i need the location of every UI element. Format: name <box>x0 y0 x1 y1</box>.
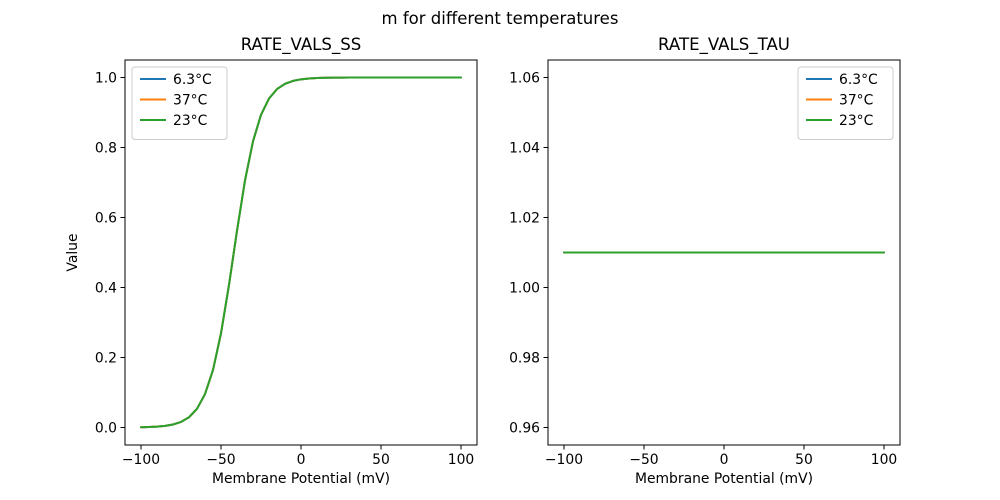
legend-box <box>131 66 228 140</box>
y-tick-label: 0.8 <box>95 140 117 156</box>
x-tick-label: 100 <box>871 452 898 468</box>
axes-frame <box>124 59 478 446</box>
x-tick-label: −100 <box>122 452 160 468</box>
y-tick-label: 1.04 <box>509 140 540 156</box>
subplot-rate-vals-ss: −100 −50 0 50 100 0.0 0.2 0.4 0.6 0.8 1.0 RATE_VALS… <box>65 35 478 487</box>
subplot-rate-vals-tau: −100 −50 0 50 100 0.96 0.98 1.00 1.02 1.04 1.06 RAT… <box>500 35 901 487</box>
legend-box <box>797 66 894 140</box>
series-line-23°C <box>140 76 462 429</box>
subplot-title: RATE_VALS_TAU <box>658 35 790 55</box>
y-tick-label: 0.6 <box>95 210 117 226</box>
y-tick-label: 0.0 <box>95 420 117 436</box>
y-tick-label: 0.4 <box>95 280 117 296</box>
y-axis-label: Value <box>65 233 81 271</box>
x-tick-label: 50 <box>795 452 813 468</box>
y-tick-label: 1.06 <box>509 70 540 86</box>
x-tick-label: 100 <box>448 452 475 468</box>
legend-label: 23°C <box>839 113 873 129</box>
figure-suptitle: m for different temperatures <box>381 9 619 28</box>
axes-frame <box>547 59 901 446</box>
subplot-title: RATE_VALS_SS <box>241 35 362 55</box>
y-tick-label: 0.2 <box>95 350 117 366</box>
legend-label: 6.3°C <box>173 72 212 88</box>
x-tick-label: −100 <box>545 452 583 468</box>
y-tick-label: 0.96 <box>509 420 540 436</box>
legend-label: 37°C <box>173 92 207 108</box>
x-tick-label: −50 <box>629 452 658 468</box>
legend-label: 23°C <box>173 113 207 129</box>
legend-label: 6.3°C <box>839 72 878 88</box>
x-axis-label: Membrane Potential (mV) <box>635 471 813 487</box>
x-tick-label: 0 <box>720 452 729 468</box>
y-axis-label: Value <box>500 233 504 271</box>
y-tick-label: 1.00 <box>509 280 540 296</box>
y-tick-label: 0.98 <box>509 350 540 366</box>
legend-label: 37°C <box>839 92 873 108</box>
x-tick-label: 0 <box>297 452 306 468</box>
y-tick-label: 1.0 <box>95 70 117 86</box>
x-tick-label: −50 <box>206 452 235 468</box>
y-tick-label: 1.02 <box>509 210 540 226</box>
x-tick-label: 50 <box>372 452 390 468</box>
x-axis-label: Membrane Potential (mV) <box>212 471 390 487</box>
